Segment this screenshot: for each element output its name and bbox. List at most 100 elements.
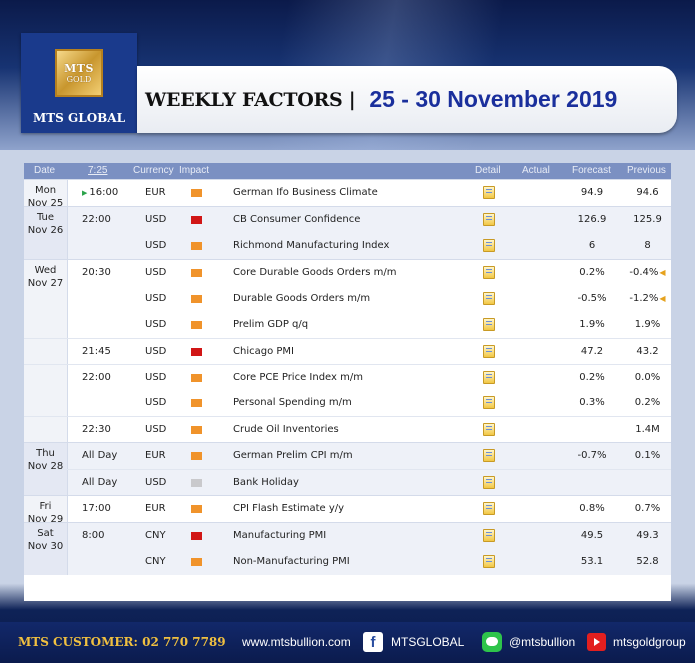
youtube-icon[interactable] (587, 633, 606, 651)
detail-folder-icon[interactable] (483, 292, 495, 305)
detail-folder-icon[interactable] (483, 423, 495, 436)
date-label: Nov 29 (27, 514, 64, 525)
previous-value-text: 52.8 (636, 556, 659, 567)
line-link[interactable]: @mtsbullion (509, 635, 576, 649)
event-name[interactable]: Personal Spending m/m (233, 397, 352, 408)
forecast-value: 94.9 (580, 187, 604, 198)
weekday-label: Sat (37, 528, 54, 539)
table-row[interactable]: 21:45 USD Chicago PMI 47.2 43.2 (24, 338, 671, 364)
previous-value-text: 0.0% (634, 372, 661, 383)
table-body: Mon Nov 25 ▶ 16:00 EUR German Ifo Business Cl… (24, 179, 671, 575)
detail-folder-icon[interactable] (483, 529, 495, 542)
table-row[interactable]: All Day USD Bank Holiday (24, 469, 671, 495)
table-row[interactable]: 8:00 CNY Manufacturing PMI 49.5 49.3 (24, 523, 671, 549)
event-name[interactable]: Crude Oil Inventories (233, 424, 339, 435)
facebook-icon[interactable]: f (363, 632, 383, 652)
impact-medium-icon (191, 558, 202, 566)
previous-value-text: 125.9 (633, 214, 662, 225)
currency-code: USD (145, 477, 167, 488)
col-time[interactable]: 7:25 (88, 165, 108, 176)
table-row[interactable]: 22:00 USD Core PCE Price Index m/m 0.2% 0.0% (24, 364, 671, 390)
currency-code: EUR (145, 450, 166, 461)
detail-folder-icon[interactable] (483, 449, 495, 462)
event-name[interactable]: Core Durable Goods Orders m/m (233, 267, 397, 278)
table-row[interactable]: 17:00 EUR CPI Flash Estimate y/y 0.8% 0.7% (24, 496, 671, 522)
previous-value-text: 0.7% (634, 503, 661, 514)
currency-code: EUR (145, 187, 166, 198)
event-name[interactable]: CB Consumer Confidence (233, 214, 361, 225)
event-time: 21:45 (82, 346, 111, 357)
event-name[interactable]: Prelim GDP q/q (233, 319, 309, 330)
detail-folder-icon[interactable] (483, 371, 495, 384)
line-app-icon[interactable] (482, 632, 502, 652)
day-group: Wed Nov 27 20:30 USD Core Durable Goods Orde… (24, 259, 671, 442)
detail-folder-icon[interactable] (483, 186, 495, 199)
website-link[interactable]: www.mtsbullion.com (242, 635, 351, 649)
table-row[interactable]: USD Richmond Manufacturing Index 6 8 (24, 233, 671, 259)
impact-medium-icon (191, 321, 202, 329)
event-time: ▶ 16:00 (82, 187, 118, 198)
event-name[interactable]: Bank Holiday (233, 477, 299, 488)
previous-value-text: 49.3 (636, 530, 659, 541)
table-row[interactable]: 22:30 USD Crude Oil Inventories 1.4M (24, 416, 671, 442)
col-actual: Actual (522, 165, 550, 176)
detail-folder-icon[interactable] (483, 476, 495, 489)
currency-code: USD (145, 267, 167, 278)
table-row[interactable]: All Day EUR German Prelim CPI m/m -0.7% 0.1% (24, 443, 671, 469)
event-time-text: 21:45 (82, 346, 111, 357)
impact-medium-icon (191, 295, 202, 303)
event-time: All Day (82, 477, 117, 488)
detail-folder-icon[interactable] (483, 345, 495, 358)
detail-folder-icon[interactable] (483, 266, 495, 279)
detail-folder-icon[interactable] (483, 502, 495, 515)
previous-value-text: 8 (644, 240, 651, 251)
detail-folder-icon[interactable] (483, 213, 495, 226)
forecast-value: -0.7% (577, 450, 607, 461)
day-cell: Sat Nov 30 (24, 523, 68, 575)
event-name[interactable]: Richmond Manufacturing Index (233, 240, 390, 251)
event-time: 22:00 (82, 372, 111, 383)
col-detail: Detail (475, 165, 501, 176)
table-row[interactable]: CNY Non-Manufacturing PMI 53.1 52.8 (24, 549, 671, 575)
detail-folder-icon[interactable] (483, 239, 495, 252)
facebook-link[interactable]: MTSGLOBAL (391, 635, 465, 649)
previous-value-text: -0.4% (629, 267, 659, 278)
forecast-value: 0.2% (579, 372, 605, 383)
previous-value: 52.8 (624, 556, 671, 567)
event-name[interactable]: Non-Manufacturing PMI (233, 556, 350, 567)
detail-folder-icon[interactable] (483, 318, 495, 331)
youtube-link[interactable]: mtsgoldgroup (613, 635, 686, 649)
event-time: 22:00 (82, 214, 111, 225)
event-name[interactable]: CPI Flash Estimate y/y (233, 503, 345, 514)
date-label: Nov 26 (27, 225, 64, 236)
weekday-label: Fri (39, 501, 52, 512)
day-group: Fri Nov 29 17:00 EUR CPI Flash Estimate y/y 0… (24, 495, 671, 525)
table-row[interactable]: 22:00 USD CB Consumer Confidence 126.9 125.9 (24, 207, 671, 233)
customer-hotline: MTS CUSTOMER: 02 770 7789 (18, 635, 226, 649)
event-name[interactable]: Core PCE Price Index m/m (233, 372, 363, 383)
date-label: Nov 25 (27, 198, 64, 209)
weekday-label: Mon (34, 185, 57, 196)
detail-folder-icon[interactable] (483, 396, 495, 409)
date-label: Nov 28 (27, 461, 64, 472)
col-currency: Currency (133, 165, 174, 176)
date-range: 25 - 30 November 2019 (369, 86, 618, 112)
previous-value: 125.9 (624, 214, 671, 225)
table-row[interactable]: USD Prelim GDP q/q 1.9% 1.9% (24, 312, 671, 338)
table-row[interactable]: ▶ 16:00 EUR German Ifo Business Climate 94.9… (24, 180, 671, 206)
event-name[interactable]: German Ifo Business Climate (233, 187, 378, 198)
currency-code: USD (145, 293, 167, 304)
brand-logo: MTS GOLD MTS GLOBAL (21, 33, 137, 133)
table-row[interactable]: USD Personal Spending m/m 0.3% 0.2% (24, 390, 671, 416)
next-event-icon: ▶ (82, 189, 88, 197)
event-name[interactable]: Chicago PMI (233, 346, 294, 357)
detail-folder-icon[interactable] (483, 555, 495, 568)
previous-value-text: 0.1% (634, 450, 661, 461)
event-name[interactable]: German Prelim CPI m/m (233, 450, 353, 461)
event-name[interactable]: Durable Goods Orders m/m (233, 293, 371, 304)
event-name[interactable]: Manufacturing PMI (233, 530, 327, 541)
table-row[interactable]: USD Durable Goods Orders m/m -0.5% -1.2%◀ (24, 286, 671, 312)
forecast-value: 49.5 (580, 530, 604, 541)
impact-medium-icon (191, 269, 202, 277)
table-row[interactable]: 20:30 USD Core Durable Goods Orders m/m 0.2… (24, 260, 671, 286)
